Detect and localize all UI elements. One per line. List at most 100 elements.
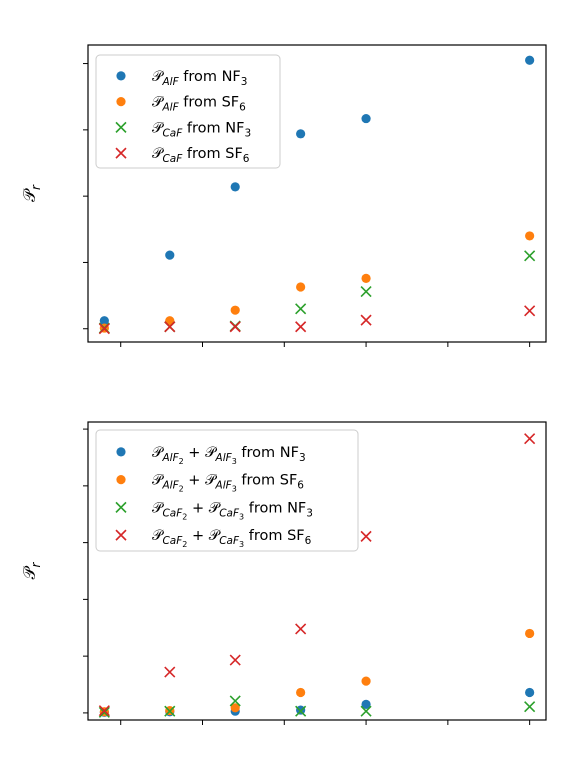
legend-entry-part: 3 xyxy=(299,452,306,464)
data-point xyxy=(165,316,175,326)
data-point xyxy=(296,282,306,292)
legend-marker xyxy=(116,97,126,107)
legend-entry-part: 𝒫 xyxy=(152,146,165,162)
legend-entry-part: 𝒫 xyxy=(152,120,165,136)
legend-entry-part: 𝒫 xyxy=(152,500,165,516)
data-point xyxy=(361,273,371,283)
legend-entry-part: 6 xyxy=(305,535,312,547)
legend-entry-part: 3 xyxy=(244,127,251,139)
legend-marker xyxy=(116,475,126,485)
data-point xyxy=(525,628,535,639)
legend-entry-part: AlF xyxy=(161,76,179,88)
y-axis-title-symbol: 𝒫 xyxy=(20,188,39,202)
data-point xyxy=(230,182,240,192)
data-point xyxy=(229,654,241,666)
legend-marker xyxy=(116,71,126,81)
legend-entry-part: from NF xyxy=(244,500,306,516)
data-point xyxy=(165,250,175,260)
legend-entry-part: 3 xyxy=(232,457,237,466)
data-point xyxy=(98,323,110,335)
legend-box xyxy=(95,54,281,169)
legend-entry: 𝒫CaF2 + 𝒫CaF3 from SF6 xyxy=(152,528,312,549)
series-1 xyxy=(99,55,535,326)
series-4 xyxy=(98,433,536,717)
series-3 xyxy=(98,250,536,334)
legend-entry-part: from SF xyxy=(244,528,305,544)
legend-entry-part: from NF xyxy=(182,120,244,136)
legend-entry-part: 3 xyxy=(306,507,313,519)
legend-entry-part: 𝒫 xyxy=(152,528,165,544)
series-2 xyxy=(99,231,535,333)
data-point xyxy=(164,705,176,717)
legend-entry-part: 𝒫 xyxy=(152,473,165,489)
legend-entry-part: 𝒫 xyxy=(152,445,165,461)
legend-entry-part: AlF xyxy=(215,452,233,464)
legend-entry-part: from SF xyxy=(179,95,240,111)
legend-entry-part: from NF xyxy=(179,69,241,85)
data-point xyxy=(98,706,110,718)
legend-entry-part: 𝒫 xyxy=(205,445,218,461)
data-point xyxy=(296,705,306,715)
legend-entry-part: 2 xyxy=(179,485,184,494)
data-point xyxy=(361,676,371,686)
data-point xyxy=(360,314,372,326)
legend-entry-part: 𝒫 xyxy=(209,528,222,544)
legend-entry-part: 2 xyxy=(182,512,187,521)
legend-marker xyxy=(115,121,127,133)
series-3 xyxy=(98,695,536,718)
data-point xyxy=(525,55,535,65)
data-point xyxy=(360,286,372,298)
legend-entry-part: 2 xyxy=(179,457,184,466)
data-point xyxy=(99,316,109,326)
legend-entry-part: CaF xyxy=(162,507,183,519)
data-point xyxy=(524,305,536,317)
legend-entry-part: + xyxy=(187,528,208,544)
legend-marker xyxy=(115,147,127,159)
y-axis-title-subscript: r xyxy=(29,562,43,568)
data-point xyxy=(229,695,241,707)
legend-entry-part: 3 xyxy=(239,512,244,521)
y-axis-title: 𝒫r xyxy=(20,184,43,202)
data-point xyxy=(524,701,536,713)
data-point xyxy=(360,530,372,542)
data-point xyxy=(230,305,240,315)
data-point xyxy=(361,113,371,124)
series-4 xyxy=(98,305,536,335)
data-point xyxy=(296,129,306,139)
legend-entry-part: CaF xyxy=(219,507,240,519)
legend-entry-part: 6 xyxy=(297,480,304,492)
data-point xyxy=(164,321,176,333)
legend-entry-part: + xyxy=(184,445,205,461)
legend-entry: 𝒫AlF from NF3 xyxy=(152,69,247,88)
legend-entry-part: AlF xyxy=(161,102,179,114)
data-point xyxy=(525,231,535,241)
legend-entry-part: 2 xyxy=(182,540,187,549)
legend-entry-part: 𝒫 xyxy=(205,473,218,489)
data-point xyxy=(295,303,307,315)
legend-entry-part: CaF xyxy=(162,535,183,547)
legend-entry: 𝒫CaF from SF6 xyxy=(152,146,250,165)
legend-entry-part: from SF xyxy=(182,146,243,162)
data-point xyxy=(524,250,536,262)
legend-entry-part: 6 xyxy=(239,102,246,114)
y-axis-title: 𝒫r xyxy=(20,562,43,580)
legend-entry-part: CaF xyxy=(219,535,240,547)
legend-entry-part: CaF xyxy=(162,127,183,139)
data-point xyxy=(296,687,306,698)
legend-entry-part: AlF xyxy=(161,452,179,464)
legend-entry-part: AlF xyxy=(215,480,233,492)
legend-entry: 𝒫AlF2 + 𝒫AlF3 from NF3 xyxy=(152,445,306,466)
series-2 xyxy=(99,628,535,717)
legend-entry-part: + xyxy=(184,473,205,489)
series-1 xyxy=(99,687,535,717)
legend-marker xyxy=(115,529,127,541)
legend-entry-part: 3 xyxy=(239,540,244,549)
data-point xyxy=(295,321,307,333)
legend-entry-part: CaF xyxy=(162,153,183,165)
legend-entry-part: 6 xyxy=(243,153,250,165)
y-axis-title-symbol: 𝒫 xyxy=(20,565,39,579)
